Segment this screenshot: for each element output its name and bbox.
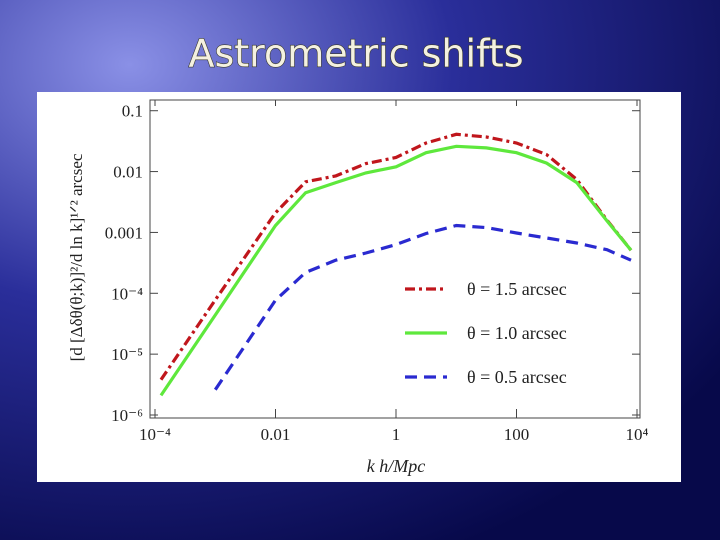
x-tick-label: 1 (392, 425, 401, 444)
y-tick-label: 10⁻⁴ (111, 284, 143, 303)
y-tick-label: 0.001 (105, 223, 143, 242)
y-tick-label: 0.1 (122, 102, 143, 121)
x-tick-label: 0.01 (261, 425, 291, 444)
x-tick-label: 10⁴ (626, 425, 649, 444)
legend-label: θ = 1.5 arcsec (467, 279, 567, 299)
y-tick-label: 10⁻⁶ (111, 406, 143, 425)
series-line (213, 223, 632, 391)
x-tick-label: 10⁻⁴ (139, 425, 171, 444)
y-axis-label: [d [Δδθ(θ;k)]²/d ln k]¹ᐟ² arcsec (67, 153, 86, 361)
x-tick-label: 100 (504, 425, 530, 444)
plot-frame (149, 99, 641, 419)
y-tick-label: 10⁻⁵ (111, 345, 143, 364)
slide-title: Astrometric shifts (188, 32, 523, 76)
legend-label: θ = 1.0 arcsec (467, 323, 567, 343)
series-line (159, 132, 633, 381)
series-line (159, 144, 633, 397)
chart-panel (37, 92, 681, 482)
x-axis-label: k h/Mpc (367, 456, 425, 476)
legend-label: θ = 0.5 arcsec (467, 367, 567, 387)
y-tick-label: 0.01 (113, 163, 143, 182)
